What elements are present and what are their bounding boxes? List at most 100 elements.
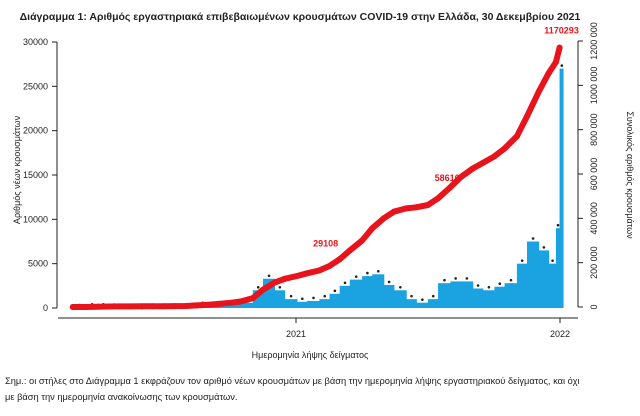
cumulative-point	[260, 286, 267, 293]
note-line-2: με βάση την ημερομηνία ανακοίνωσης των κ…	[5, 392, 238, 402]
daily-marker	[560, 64, 564, 67]
daily-marker	[520, 259, 524, 262]
daily-marker	[312, 296, 315, 300]
cumulative-point	[359, 237, 366, 244]
y2-tick-label: 0	[589, 304, 599, 309]
daily-marker	[542, 246, 546, 249]
bar	[559, 68, 564, 308]
cumulative-point	[424, 202, 431, 209]
cumulative-point	[294, 272, 300, 279]
daily-marker	[556, 223, 560, 227]
cumulative-point	[447, 184, 454, 191]
cumulative-point	[82, 303, 89, 310]
cumulative-point	[346, 247, 353, 254]
bar	[252, 290, 264, 308]
y2-tick-label: 1000 000	[589, 67, 599, 105]
cumulative-point	[545, 70, 552, 77]
cumulative-point	[281, 275, 288, 282]
daily-marker	[333, 289, 337, 293]
bar	[527, 241, 540, 308]
bar	[438, 283, 451, 308]
cumulative-point	[469, 165, 476, 172]
y-tick-label: 10000	[23, 214, 48, 224]
x-tick-label: 2022	[550, 329, 570, 339]
cumulative-point	[336, 256, 343, 263]
daily-marker	[343, 281, 347, 285]
bar	[393, 290, 407, 308]
cumulative-point	[126, 303, 133, 310]
cumulative-point	[69, 304, 76, 310]
daily-marker	[465, 277, 469, 280]
cumulative-point	[479, 159, 486, 166]
daily-marker	[410, 294, 413, 298]
y-tick-label: 30000	[23, 37, 48, 47]
cumulative-point	[205, 301, 212, 308]
cumulative-point	[513, 133, 520, 140]
bar	[383, 284, 395, 308]
bar	[240, 302, 254, 308]
cumulative-point	[413, 204, 420, 211]
annotation-label: 29108	[313, 238, 338, 248]
cumulative-point	[105, 303, 112, 310]
daily-marker	[454, 277, 457, 280]
cumulative-point	[149, 303, 156, 310]
y-tick-label: 25000	[23, 81, 48, 91]
cumulative-point	[271, 279, 278, 286]
bar	[274, 290, 286, 308]
y-tick-label: 5000	[28, 259, 48, 269]
cumulative-point	[403, 205, 410, 212]
cumulative-point	[457, 174, 464, 181]
y2-tick-label: 800 000	[589, 113, 599, 146]
cumulative-point	[249, 295, 256, 302]
y2-axis-label: Συνολικός αριθμός κρουσμάτων	[625, 111, 635, 239]
daily-marker	[289, 294, 293, 298]
bar	[406, 299, 417, 308]
cumulative-point	[390, 208, 397, 215]
bar	[460, 281, 474, 308]
daily-marker	[443, 278, 446, 282]
cumulative-point	[326, 262, 333, 269]
cumulative-point	[116, 303, 123, 310]
daily-marker	[498, 282, 502, 286]
bar	[297, 301, 308, 308]
cumulative-point	[491, 153, 498, 160]
bar	[339, 285, 351, 308]
cumulative-point	[501, 145, 508, 152]
bar	[319, 299, 331, 308]
bar	[362, 276, 373, 308]
daily-marker	[278, 285, 282, 289]
cumulative-point	[237, 298, 244, 305]
daily-marker	[256, 285, 260, 289]
cumulative-point	[227, 299, 234, 306]
cumulative-point	[160, 303, 167, 310]
cumulative-point	[139, 303, 146, 310]
y-tick-label: 0	[43, 303, 48, 313]
bar	[555, 228, 561, 308]
y2-tick-label: 600 000	[589, 158, 599, 191]
daily-marker	[301, 297, 304, 301]
daily-marker	[267, 274, 271, 278]
cumulative-point	[369, 225, 376, 232]
y2-tick-label: 1200 000	[589, 22, 599, 60]
bar	[349, 279, 363, 308]
cumulative-point	[95, 303, 102, 310]
bar	[450, 281, 461, 308]
bar	[284, 299, 298, 308]
bar	[482, 290, 495, 308]
x-axis-label: Ημερομηνία λήψης δείγματος	[251, 350, 369, 360]
bar	[416, 302, 429, 308]
daily-marker	[476, 284, 480, 287]
bar	[307, 300, 320, 308]
y2-tick-label: 400 000	[589, 202, 599, 235]
daily-marker	[531, 237, 535, 240]
daily-marker	[487, 285, 491, 289]
annotation-label: 1170293	[544, 26, 579, 36]
daily-marker	[354, 275, 358, 278]
cumulative-point	[435, 195, 442, 202]
cumulative-point	[171, 303, 178, 310]
chart-title: Διάγραμμα 1: Αριθμός εργαστηριακά επιβεβ…	[19, 11, 581, 23]
cumulative-point	[380, 215, 387, 222]
bar	[472, 288, 484, 308]
daily-marker	[387, 280, 391, 284]
bar	[548, 263, 557, 308]
